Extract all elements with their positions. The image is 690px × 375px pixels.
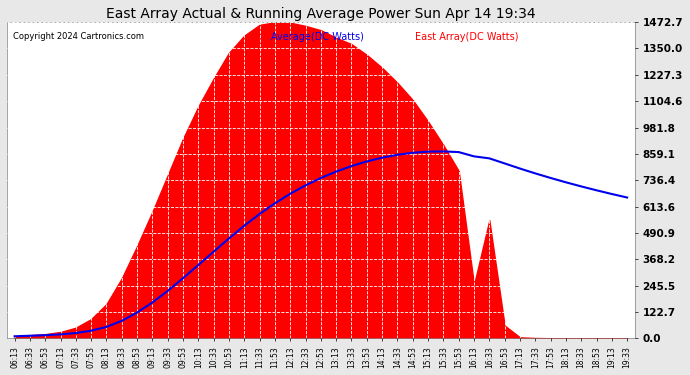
- Text: East Array(DC Watts): East Array(DC Watts): [415, 32, 519, 42]
- Text: Average(DC Watts): Average(DC Watts): [270, 32, 364, 42]
- Title: East Array Actual & Running Average Power Sun Apr 14 19:34: East Array Actual & Running Average Powe…: [106, 7, 535, 21]
- Text: Copyright 2024 Cartronics.com: Copyright 2024 Cartronics.com: [13, 32, 144, 40]
